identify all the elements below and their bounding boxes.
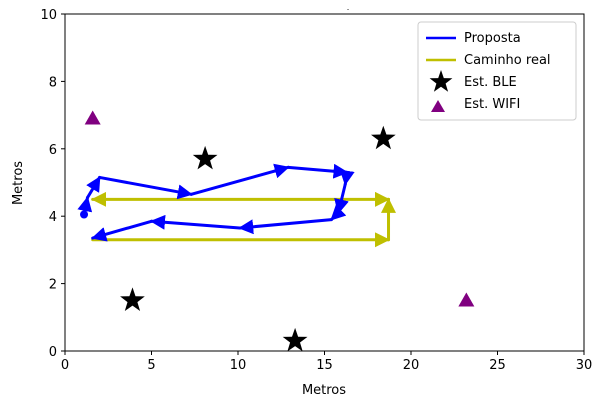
ble-station-star <box>282 327 308 352</box>
plot-area <box>77 110 475 352</box>
line-segment-proposta <box>189 163 290 196</box>
wifi-station-triangle <box>458 292 475 307</box>
line-segment-proposta <box>286 163 349 179</box>
x-tick-label: 10 <box>230 358 247 373</box>
x-axis-label: Metros <box>302 383 346 398</box>
legend-label-est-wifi: Est. WIFI <box>464 97 520 112</box>
legend-label-proposta: Proposta <box>464 31 521 46</box>
y-tick-label: 8 <box>49 75 57 90</box>
legend-marker-star <box>429 70 453 92</box>
line-segment-proposta <box>98 175 193 200</box>
legend: Proposta Caminho real Est. BLE Est. WIFI <box>417 21 577 121</box>
x-tick-label: 20 <box>403 358 420 373</box>
axis-ticks: 0 5 10 15 20 25 30 0 2 4 6 8 10 <box>40 8 592 373</box>
y-axis-label: Metros <box>11 161 26 205</box>
y-tick-label: 0 <box>49 345 57 360</box>
line-segment-proposta <box>91 219 153 242</box>
line-segment-proposta <box>85 175 102 200</box>
y-tick-label: 10 <box>40 8 57 23</box>
x-tick-label: 15 <box>316 358 333 373</box>
line-segment-proposta <box>329 204 347 222</box>
wifi-station-triangle <box>84 110 101 125</box>
line-segment-proposta <box>150 214 242 230</box>
y-tick-label: 4 <box>49 210 57 225</box>
x-tick-label: 30 <box>576 358 592 373</box>
legend-marker-triangle <box>431 100 445 112</box>
x-tick-label: 5 <box>147 358 155 373</box>
line-segment-proposta <box>339 169 355 186</box>
ble-station-star <box>371 125 396 150</box>
legend-frame <box>417 21 577 121</box>
y-tick-label: 6 <box>49 143 57 158</box>
legend-label-est-ble: Est. BLE <box>464 75 517 90</box>
ble-station-star <box>120 287 145 311</box>
line-start-point-proposta <box>80 210 89 219</box>
legend-label-caminho-real: Caminho real <box>464 53 551 68</box>
chart-title: . <box>347 3 350 12</box>
x-tick-label: 25 <box>489 358 506 373</box>
y-tick-label: 2 <box>49 278 57 293</box>
ble-station-star <box>192 145 218 170</box>
x-tick-label: 0 <box>61 358 69 373</box>
line-segment-proposta <box>238 218 333 235</box>
